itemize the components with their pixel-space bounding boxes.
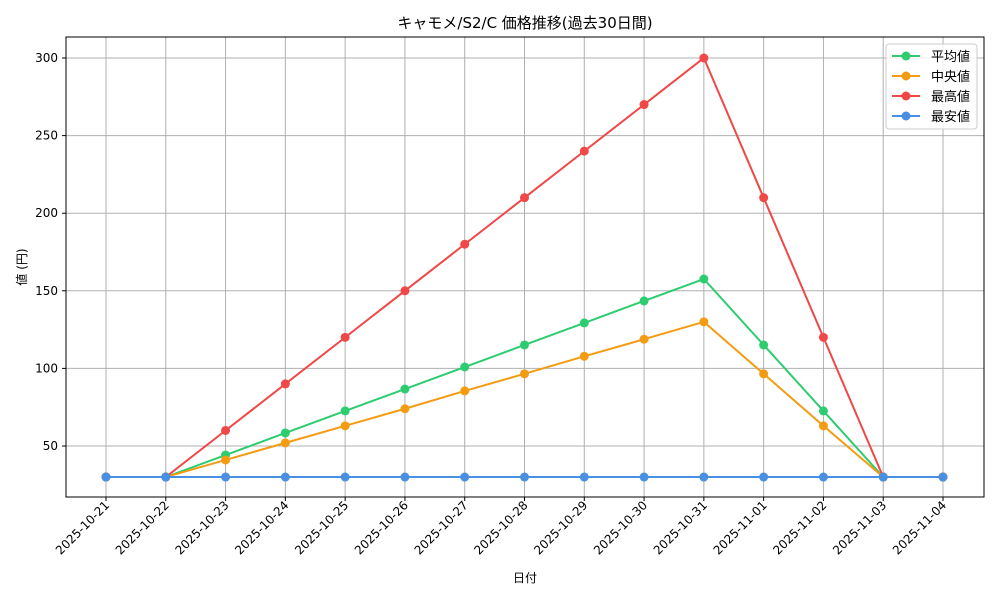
data-point	[759, 193, 769, 203]
y-tick-label: 50	[43, 439, 58, 453]
legend-marker	[901, 51, 911, 61]
data-point	[400, 472, 410, 482]
data-series	[101, 53, 948, 482]
data-point	[340, 421, 350, 431]
legend-label: 最安値	[931, 109, 970, 125]
data-point	[759, 369, 769, 379]
data-point	[280, 428, 290, 438]
data-point	[579, 472, 589, 482]
data-point	[280, 379, 290, 389]
x-tick-label: 2025-11-03	[830, 498, 889, 557]
x-axis-label: 日付	[513, 571, 537, 585]
data-point	[221, 472, 231, 482]
data-point	[699, 317, 709, 327]
data-point	[818, 421, 828, 431]
data-point	[639, 296, 649, 306]
data-point	[340, 332, 350, 342]
data-point	[818, 406, 828, 416]
data-point	[460, 472, 470, 482]
y-tick-label: 300	[35, 51, 58, 65]
data-point	[938, 472, 948, 482]
data-point	[101, 472, 111, 482]
data-point	[699, 472, 709, 482]
data-point	[280, 438, 290, 448]
data-point	[579, 146, 589, 156]
series-3	[101, 472, 948, 482]
y-tick-label: 250	[35, 129, 58, 143]
data-point	[221, 455, 231, 465]
data-point	[520, 472, 529, 482]
legend-marker	[901, 91, 911, 101]
data-point	[818, 332, 828, 342]
y-axis-label: 値 (円)	[14, 248, 29, 285]
data-point	[400, 384, 410, 394]
legend-box	[885, 43, 978, 130]
data-point	[460, 362, 470, 372]
y-axis-ticks: 50 100 150 200 250 300	[35, 51, 66, 453]
legend-marker	[901, 71, 911, 81]
x-tick-label: 2025-10-21	[53, 498, 112, 557]
data-point	[759, 340, 769, 350]
data-point	[460, 386, 470, 396]
data-point	[639, 472, 649, 482]
y-tick-label: 150	[35, 284, 58, 298]
data-point	[221, 425, 231, 435]
data-point	[161, 472, 171, 482]
data-point	[818, 472, 828, 482]
y-tick-label: 100	[35, 361, 58, 375]
legend-marker	[901, 111, 911, 121]
x-tick-label: 2025-11-04	[890, 498, 949, 557]
legend-label: 平均値	[931, 49, 970, 65]
x-tick-label: 2025-10-31	[651, 498, 710, 557]
x-tick-label: 2025-10-25	[292, 498, 351, 557]
y-tick-label: 200	[35, 206, 58, 220]
x-tick-label: 2025-10-23	[172, 498, 231, 557]
data-point	[340, 472, 350, 482]
x-tick-label: 2025-10-27	[412, 498, 471, 557]
x-tick-label: 2025-10-26	[352, 498, 411, 557]
data-point	[878, 472, 888, 482]
chart-title: キャモメ/S2/C 価格推移(過去30日間)	[397, 14, 652, 32]
x-tick-label: 2025-11-01	[711, 498, 770, 557]
data-point	[520, 340, 529, 350]
data-point	[699, 53, 709, 63]
x-tick-label: 2025-10-22	[113, 498, 172, 557]
grid-lines	[66, 37, 984, 497]
data-point	[400, 404, 410, 414]
data-point	[520, 369, 529, 379]
x-tick-label: 2025-11-02	[770, 498, 829, 557]
data-point	[400, 286, 410, 296]
data-point	[639, 100, 649, 110]
x-tick-label: 2025-10-24	[232, 498, 291, 557]
x-tick-label: 2025-10-30	[591, 498, 650, 557]
x-tick-label: 2025-10-29	[531, 498, 590, 557]
data-point	[280, 472, 290, 482]
data-point	[639, 334, 649, 344]
data-point	[340, 406, 350, 416]
data-point	[699, 274, 709, 284]
data-point	[460, 239, 470, 249]
data-point	[520, 193, 529, 203]
data-point	[579, 351, 589, 361]
x-tick-label: 2025-10-28	[471, 498, 530, 557]
x-axis-ticks: 2025-10-21 2025-10-22 2025-10-23 2025-10-24…	[53, 497, 949, 557]
legend-label: 中央値	[931, 69, 970, 85]
legend-label: 最高値	[931, 89, 970, 105]
data-point	[579, 318, 589, 328]
data-point	[759, 472, 769, 482]
